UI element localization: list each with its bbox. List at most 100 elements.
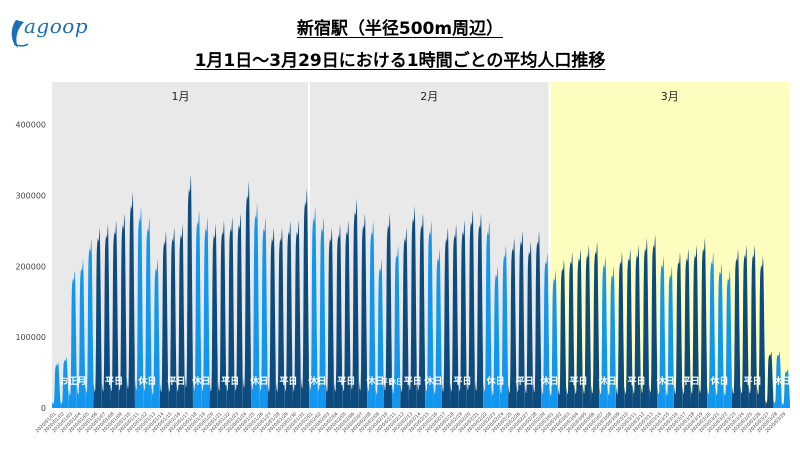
day-area-2020/02/29 bbox=[541, 252, 550, 408]
day-area-2020/01/31 bbox=[300, 188, 310, 408]
day-area-2020/03/13 bbox=[649, 234, 658, 408]
day-area-2020/03/22 bbox=[723, 269, 732, 408]
day-area-2020/03/16 bbox=[673, 252, 683, 408]
day-area-2020/02/27 bbox=[524, 241, 533, 408]
day-area-2020/03/11 bbox=[632, 245, 641, 408]
day-area-2020/03/07 bbox=[599, 255, 608, 408]
day-area-2020/02/02 bbox=[317, 216, 326, 408]
day-area-2020/01/29 bbox=[284, 220, 293, 408]
day-type-label: 休日 bbox=[307, 375, 326, 387]
day-type-label: 休日 bbox=[423, 375, 442, 387]
day-area-2020/03/21 bbox=[715, 262, 724, 408]
day-type-label: 平日 bbox=[516, 376, 534, 387]
day-area-2020/03/05 bbox=[582, 245, 591, 408]
chart-title-line2: 1月1日〜3月29日における1時間ごとの平均人口推移 bbox=[194, 51, 606, 71]
day-area-2020/01/09 bbox=[118, 213, 127, 408]
month-label: 3月 bbox=[661, 90, 679, 103]
day-area-2020/02/12 bbox=[400, 227, 409, 408]
day-type-label: 平日 bbox=[337, 376, 355, 387]
day-area-2020/01/12 bbox=[143, 216, 152, 408]
day-type-label: 平日 bbox=[570, 376, 588, 387]
day-area-2020/03/06 bbox=[590, 241, 600, 408]
day-area-2020/01/02 bbox=[60, 356, 69, 408]
day-area-2020/03/15 bbox=[665, 266, 674, 408]
month-label: 2月 bbox=[420, 90, 438, 103]
day-area-2020/02/22 bbox=[483, 220, 492, 408]
day-area-2020/01/13 bbox=[151, 259, 160, 408]
chart-title-line1: 新宿駅（半径500m周辺） bbox=[296, 19, 504, 39]
day-area-2020/01/26 bbox=[259, 216, 268, 408]
day-area-2020/03/03 bbox=[566, 252, 575, 408]
day-area-2020/03/20 bbox=[707, 252, 716, 408]
day-type-label: 休日 bbox=[486, 375, 505, 387]
day-area-2020/02/28 bbox=[532, 230, 542, 408]
day-area-2020/03/09 bbox=[615, 252, 625, 408]
y-tick-label: 300000 bbox=[15, 191, 46, 200]
day-area-2020/01/05 bbox=[85, 237, 94, 408]
day-area-2020/01/28 bbox=[275, 227, 285, 408]
day-type-label: 平日 bbox=[628, 376, 646, 387]
day-area-2020/03/04 bbox=[574, 248, 583, 408]
day-type-label: 平日 bbox=[381, 378, 395, 386]
day-area-2020/02/10 bbox=[383, 213, 392, 408]
day-type-label: 休日 bbox=[249, 375, 268, 387]
day-area-2020/02/11 bbox=[391, 245, 401, 408]
day-area-2020/01/22 bbox=[226, 216, 235, 408]
day-type-label: 平日 bbox=[681, 376, 699, 387]
day-type-label: 休日 bbox=[598, 375, 617, 387]
day-area-2020/03/23 bbox=[731, 248, 741, 408]
day-area-2020/01/21 bbox=[217, 220, 227, 408]
day-area-2020/01/01 bbox=[52, 361, 61, 408]
day-area-2020/03/28 bbox=[773, 351, 782, 408]
day-area-2020/01/07 bbox=[101, 223, 111, 408]
day-area-2020/02/15 bbox=[425, 220, 434, 408]
day-type-label: 休日 bbox=[365, 375, 384, 387]
day-area-2020/03/02 bbox=[557, 259, 567, 408]
day-area-2020/03/25 bbox=[748, 245, 757, 408]
day-area-2020/02/04 bbox=[333, 223, 343, 408]
day-area-2020/03/29 bbox=[781, 369, 790, 408]
day-area-2020/01/19 bbox=[201, 216, 210, 408]
day-type-label: お正月 bbox=[59, 376, 86, 387]
day-area-2020/03/17 bbox=[682, 248, 691, 408]
day-type-label: 平日 bbox=[105, 376, 123, 387]
day-type-label: 休日 bbox=[191, 375, 210, 387]
day-area-2020/01/11 bbox=[134, 206, 144, 408]
day-type-label: 平日 bbox=[279, 376, 297, 387]
day-area-2020/01/25 bbox=[251, 202, 260, 408]
day-area-2020/02/08 bbox=[367, 220, 376, 408]
logo-text: agoop bbox=[24, 14, 89, 38]
day-area-2020/02/14 bbox=[416, 213, 426, 408]
day-area-2020/01/14 bbox=[159, 230, 169, 408]
day-area-2020/01/18 bbox=[192, 209, 202, 408]
day-area-2020/02/16 bbox=[433, 248, 442, 408]
day-area-2020/01/15 bbox=[168, 227, 177, 408]
day-area-2020/02/09 bbox=[375, 259, 384, 408]
day-area-2020/02/18 bbox=[450, 223, 459, 408]
day-area-2020/01/20 bbox=[209, 223, 218, 408]
day-area-2020/03/01 bbox=[549, 269, 558, 408]
day-area-2020/02/06 bbox=[350, 198, 359, 408]
day-area-2020/01/27 bbox=[267, 227, 276, 408]
day-type-label: 休日 bbox=[137, 375, 156, 387]
day-area-2020/01/08 bbox=[110, 220, 119, 408]
month-label: 1月 bbox=[172, 90, 190, 103]
day-area-2020/01/24 bbox=[242, 181, 252, 408]
day-area-2020/03/10 bbox=[624, 248, 633, 408]
day-area-2020/03/26 bbox=[756, 255, 766, 408]
day-area-2020/02/26 bbox=[516, 230, 525, 408]
y-tick-label: 0 bbox=[41, 404, 46, 413]
day-area-2020/03/27 bbox=[765, 351, 774, 408]
y-tick-label: 200000 bbox=[15, 262, 46, 271]
day-area-2020/02/07 bbox=[358, 213, 368, 408]
day-area-2020/02/21 bbox=[474, 213, 484, 408]
day-type-label: 平日 bbox=[404, 376, 422, 387]
day-area-2020/01/06 bbox=[93, 227, 102, 408]
day-area-2020/03/12 bbox=[640, 237, 650, 408]
y-tick-label: 100000 bbox=[15, 333, 46, 342]
day-area-2020/01/04 bbox=[76, 259, 86, 408]
day-area-2020/02/17 bbox=[441, 227, 451, 408]
day-area-2020/02/19 bbox=[458, 220, 467, 408]
day-area-2020/01/16 bbox=[176, 223, 185, 408]
